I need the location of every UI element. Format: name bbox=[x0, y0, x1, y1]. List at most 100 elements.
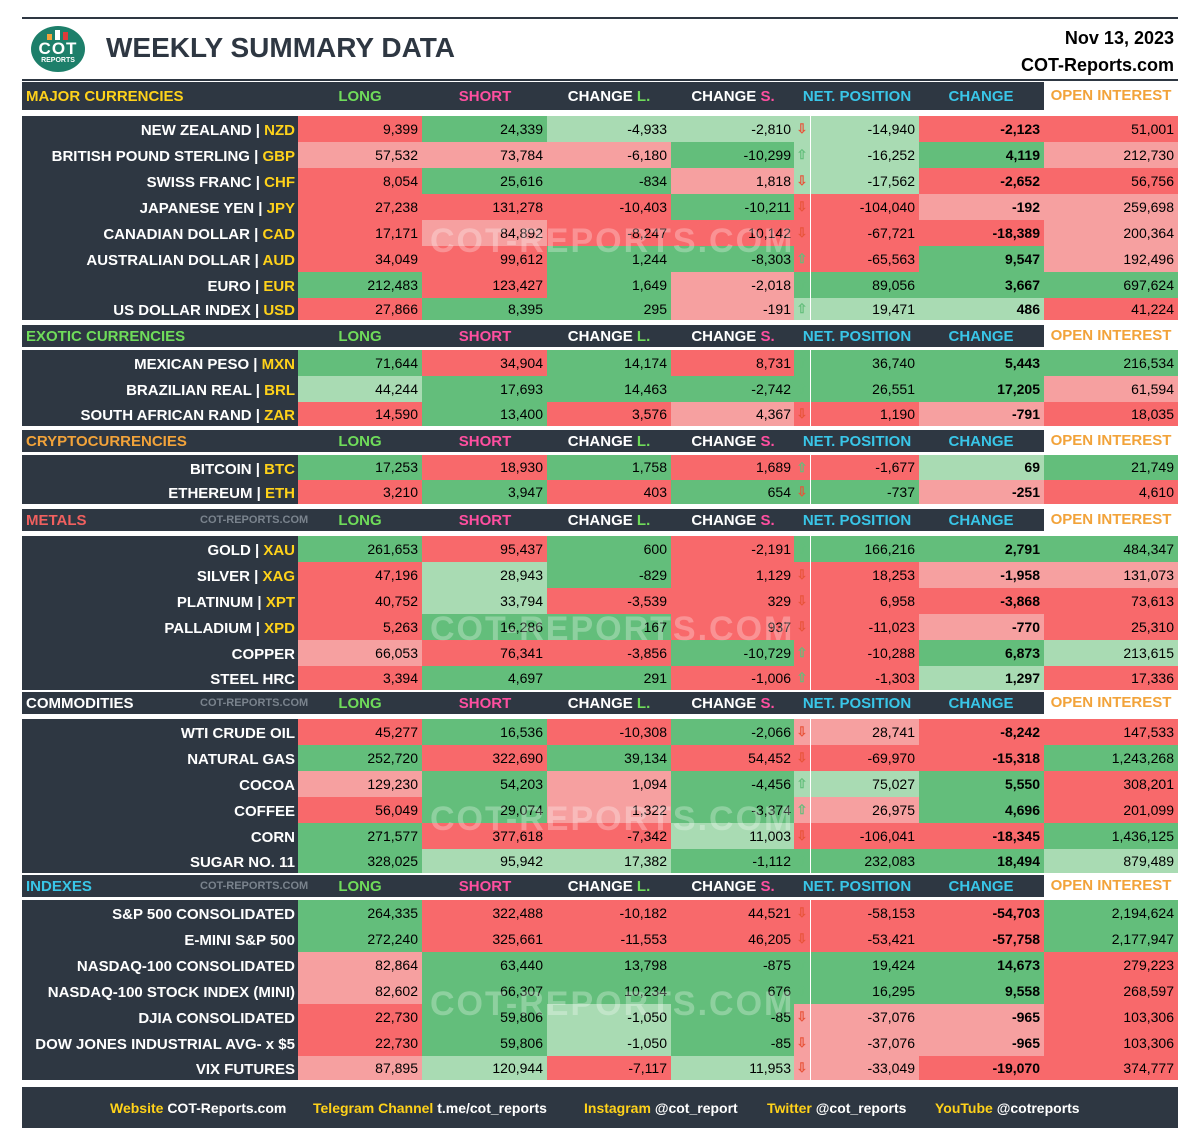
net-change-value: -965 bbox=[919, 1004, 1044, 1030]
instrument-label: GOLD | bbox=[207, 542, 264, 559]
instrument-name: EURO | EUR bbox=[22, 272, 298, 298]
change-short-value: -875 bbox=[671, 952, 795, 978]
footer-link[interactable]: Telegram Channel t.me/cot_reports bbox=[313, 1100, 547, 1116]
open-interest-value: 879,489 bbox=[1044, 849, 1178, 873]
change-short-value: -191 bbox=[671, 298, 795, 320]
column-header-oi: OPEN INTEREST bbox=[1044, 430, 1178, 452]
long-value: 34,049 bbox=[298, 246, 422, 272]
section-header: COMMODITIES COT-REPORTS.COM LONG SHORT CHANG… bbox=[22, 692, 1178, 714]
net-position-value: -37,076 bbox=[811, 1030, 919, 1056]
short-value: 84,892 bbox=[422, 220, 547, 246]
footer-link[interactable]: Instagram @cot_report bbox=[584, 1100, 738, 1116]
long-value: 56,049 bbox=[298, 797, 422, 823]
change-long-value: 1,758 bbox=[547, 455, 671, 480]
column-header-chg: CHANGE bbox=[948, 433, 1014, 450]
net-position-value: 1,190 bbox=[811, 402, 919, 426]
change-short-value: -10,299 bbox=[671, 142, 795, 168]
long-value: 17,171 bbox=[298, 220, 422, 246]
column-header-word: CHANGE bbox=[567, 88, 637, 105]
table-row: NATURAL GAS 252,720 322,690 39,134 54,452 -69… bbox=[22, 745, 1178, 771]
table-watermark: COT-REPORTS.COM bbox=[430, 610, 795, 648]
instrument-code: XAU bbox=[263, 542, 295, 559]
column-header-chgs: CHANGE S. bbox=[663, 88, 803, 105]
short-value: 25,616 bbox=[422, 168, 547, 194]
short-value: 63,440 bbox=[422, 952, 547, 978]
long-value: 129,230 bbox=[298, 771, 422, 797]
column-header-short: SHORT bbox=[458, 512, 512, 529]
short-value: 16,536 bbox=[422, 719, 547, 745]
instrument-label: NASDAQ-100 CONSOLIDATED bbox=[76, 958, 295, 975]
arrow-down-icon: ⇩ bbox=[794, 745, 810, 771]
net-change-value: 9,558 bbox=[919, 978, 1044, 1004]
table-watermark: COT-REPORTS.COM bbox=[430, 800, 795, 838]
open-interest-value: 259,698 bbox=[1044, 194, 1178, 220]
net-change-value: -18,389 bbox=[919, 220, 1044, 246]
net-position-value: 28,741 bbox=[811, 719, 919, 745]
net-change-value: -54,703 bbox=[919, 900, 1044, 926]
change-long-value: -6,180 bbox=[547, 142, 671, 168]
open-interest-value: 25,310 bbox=[1044, 614, 1178, 640]
footer-link[interactable]: Twitter @cot_reports bbox=[767, 1100, 906, 1116]
long-value: 71,644 bbox=[298, 350, 422, 376]
table-row: WTI CRUDE OIL 45,277 16,536 -10,308 -2,066 28… bbox=[22, 719, 1178, 745]
long-value: 17,253 bbox=[298, 455, 422, 480]
arrow-up-icon: ⇧ bbox=[794, 142, 810, 168]
column-header-suffix: L. bbox=[636, 433, 651, 450]
net-change-value: 69 bbox=[919, 455, 1044, 480]
table-row: GOLD | XAU 261,653 95,437 600 -2,191 166,216 2… bbox=[22, 536, 1178, 562]
arrow-up-icon: ⇧ bbox=[794, 246, 810, 272]
open-interest-value: 374,777 bbox=[1044, 1056, 1178, 1080]
instrument-name: S&P 500 CONSOLIDATED bbox=[22, 900, 298, 926]
change-long-value: -834 bbox=[547, 168, 671, 194]
long-value: 328,025 bbox=[298, 849, 422, 873]
footer-link-value: @cotreports bbox=[996, 1100, 1080, 1116]
long-value: 264,335 bbox=[298, 900, 422, 926]
arrow-down-icon: ⇩ bbox=[794, 719, 810, 745]
open-interest-value: 308,201 bbox=[1044, 771, 1178, 797]
long-value: 252,720 bbox=[298, 745, 422, 771]
long-value: 40,752 bbox=[298, 588, 422, 614]
change-short-value: 11,953 bbox=[671, 1056, 795, 1080]
change-long-value: -3,856 bbox=[547, 640, 671, 666]
table-row: STEEL HRC 3,394 4,697 291 -1,006 -1,303 1,297 1… bbox=[22, 666, 1178, 690]
instrument-name: E-MINI S&P 500 bbox=[22, 926, 298, 952]
instrument-code: ZAR bbox=[264, 407, 295, 424]
change-long-value: 13,798 bbox=[547, 952, 671, 978]
column-header-oi: OPEN INTEREST bbox=[1044, 875, 1178, 897]
footer-link[interactable]: YouTube @cotreports bbox=[935, 1100, 1080, 1116]
column-header-chgs: CHANGE S. bbox=[663, 695, 803, 712]
column-header-suffix: S. bbox=[760, 433, 775, 450]
open-interest-value: 484,347 bbox=[1044, 536, 1178, 562]
short-value: 4,697 bbox=[422, 666, 547, 690]
column-header-chgs: CHANGE S. bbox=[663, 512, 803, 529]
table-row: BRITISH POUND STERLING | GBP 57,532 73,784… bbox=[22, 142, 1178, 168]
top-rule bbox=[22, 17, 1178, 19]
footer-link[interactable]: Website COT-Reports.com bbox=[110, 1100, 286, 1116]
instrument-label: BRITISH POUND STERLING | bbox=[51, 148, 263, 165]
instrument-name: BRAZILIAN REAL | BRL bbox=[22, 376, 298, 402]
column-header-suffix: L. bbox=[636, 878, 651, 895]
section-title: INDEXES bbox=[26, 878, 92, 895]
net-change-value: -15,318 bbox=[919, 745, 1044, 771]
net-position-value: 36,740 bbox=[811, 350, 919, 376]
net-position-value: 89,056 bbox=[811, 272, 919, 298]
column-header-chgl: CHANGE L. bbox=[539, 433, 679, 450]
long-value: 45,277 bbox=[298, 719, 422, 745]
open-interest-value: 73,613 bbox=[1044, 588, 1178, 614]
column-header-net: NET. POSITION bbox=[802, 878, 912, 895]
section-title: MAJOR CURRENCIES bbox=[26, 88, 184, 105]
column-header-chg: CHANGE bbox=[948, 88, 1014, 105]
change-long-value: -7,342 bbox=[547, 823, 671, 849]
header-rule bbox=[22, 79, 1178, 81]
instrument-code: GBP bbox=[262, 148, 295, 165]
net-change-value: 17,205 bbox=[919, 376, 1044, 402]
open-interest-value: 216,534 bbox=[1044, 350, 1178, 376]
table-row: US DOLLAR INDEX | USD 27,866 8,395 295 -191 1… bbox=[22, 298, 1178, 320]
column-header-chgs: CHANGE S. bbox=[663, 878, 803, 895]
long-value: 66,053 bbox=[298, 640, 422, 666]
column-header-word: CHANGE bbox=[691, 695, 761, 712]
open-interest-value: 212,730 bbox=[1044, 142, 1178, 168]
change-long-value: -10,403 bbox=[547, 194, 671, 220]
table-row: CORN 271,577 377,618 -7,342 11,003 -106,041 -1… bbox=[22, 823, 1178, 849]
